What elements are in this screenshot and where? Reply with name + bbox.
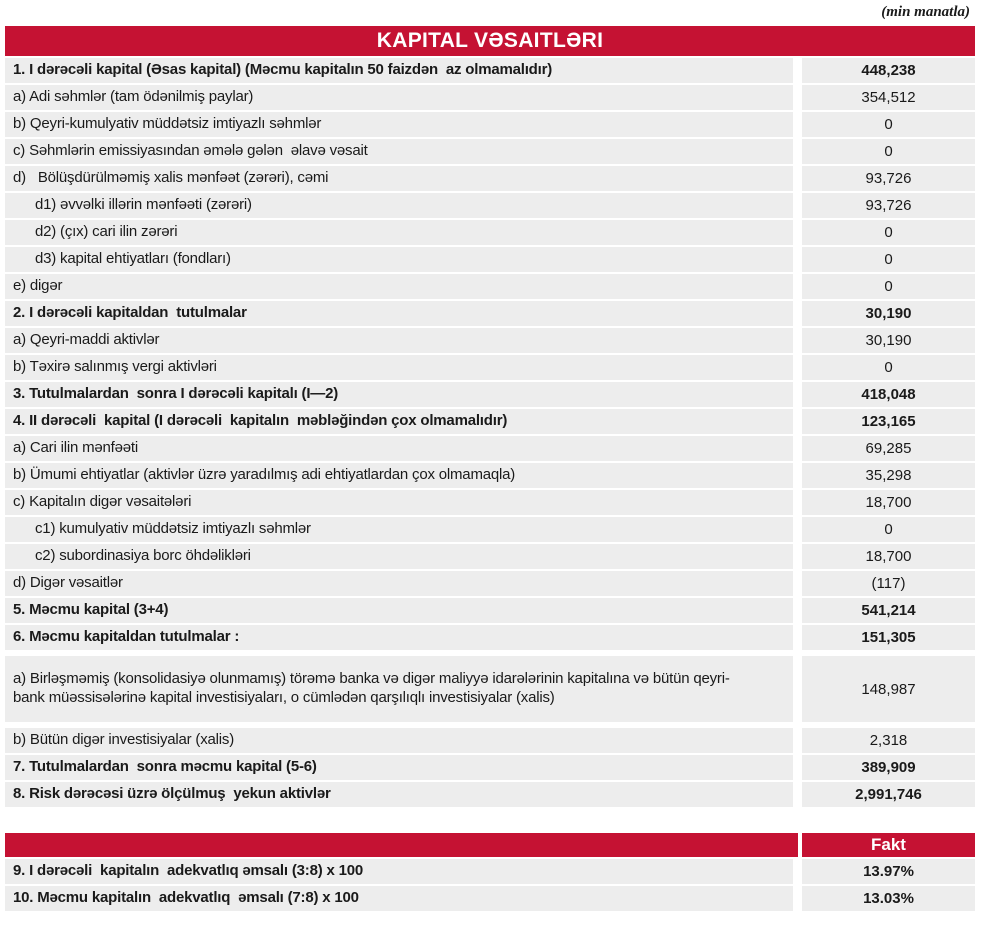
row-label: 7. Tutulmalardan sonra məcmu kapital (5-… bbox=[5, 755, 793, 780]
table-row: 8. Risk dərəcəsi üzrə ölçülmuş yekun akt… bbox=[5, 782, 975, 807]
unit-note: (min manatla) bbox=[881, 4, 970, 20]
row-label: 5. Məcmu kapital (3+4) bbox=[5, 598, 793, 623]
row-label: 3. Tutulmalardan sonra I dərəcəli kapita… bbox=[5, 382, 793, 407]
table-row: 9. I dərəcəli kapitalın adekvatlıq əmsal… bbox=[5, 859, 975, 884]
table-row: d) Bölüşdürülməmiş xalis mənfəət (zərəri… bbox=[5, 166, 975, 191]
row-label: a) Adi səhmlər (tam ödənilmiş paylar) bbox=[5, 85, 793, 110]
table-row: 6. Məcmu kapitaldan tutulmalar : 151,305 bbox=[5, 625, 975, 650]
row-value: 151,305 bbox=[802, 625, 975, 650]
row-label: d2) (çıx) cari ilin zərəri bbox=[5, 220, 793, 245]
row-label: a) Qeyri-maddi aktivlər bbox=[5, 328, 793, 353]
row-label: d3) kapital ehtiyatları (fondları) bbox=[5, 247, 793, 272]
row-label: a) Birləşməmiş (konsolidasiyə olunmamış)… bbox=[5, 656, 793, 722]
table-row: b) Təxirə salınmış vergi aktivləri 0 bbox=[5, 355, 975, 380]
row-value: 0 bbox=[802, 139, 975, 164]
row-label: c) Səhmlərin emissiyasından əmələ gələn … bbox=[5, 139, 793, 164]
row-label: b) Bütün digər investisiyalar (xalis) bbox=[5, 728, 793, 753]
row-value: 0 bbox=[802, 112, 975, 137]
table-row: a) Birləşməmiş (konsolidasiyə olunmamış)… bbox=[5, 656, 975, 722]
table-row: a) Adi səhmlər (tam ödənilmiş paylar) 35… bbox=[5, 85, 975, 110]
row-value: 0 bbox=[802, 355, 975, 380]
row-value: 123,165 bbox=[802, 409, 975, 434]
row-value: 30,190 bbox=[802, 328, 975, 353]
table-row: 7. Tutulmalardan sonra məcmu kapital (5-… bbox=[5, 755, 975, 780]
table-row: b) Bütün digər investisiyalar (xalis) 2,… bbox=[5, 728, 975, 753]
row-value: 0 bbox=[802, 274, 975, 299]
table-row: 3. Tutulmalardan sonra I dərəcəli kapita… bbox=[5, 382, 975, 407]
row-label: b) Ümumi ehtiyatlar (aktivlər üzrə yarad… bbox=[5, 463, 793, 488]
row-value: 13.97% bbox=[802, 859, 975, 884]
table-row: e) digər 0 bbox=[5, 274, 975, 299]
row-label: 8. Risk dərəcəsi üzrə ölçülmuş yekun akt… bbox=[5, 782, 793, 807]
row-label: b) Təxirə salınmış vergi aktivləri bbox=[5, 355, 793, 380]
row-label: c) Kapitalın digər vəsaitələri bbox=[5, 490, 793, 515]
row-value: 30,190 bbox=[802, 301, 975, 326]
row-label: d) Bölüşdürülməmiş xalis mənfəət (zərəri… bbox=[5, 166, 793, 191]
adequacy-table-header: Fakt bbox=[5, 833, 975, 857]
row-value: 2,991,746 bbox=[802, 782, 975, 807]
row-value: 93,726 bbox=[802, 193, 975, 218]
row-label: c1) kumulyativ müddətsiz imtiyazlı səhml… bbox=[5, 517, 793, 542]
row-label: d) Digər vəsaitlər bbox=[5, 571, 793, 596]
adequacy-table: Fakt 9. I dərəcəli kapitalın adekvatlıq … bbox=[5, 833, 975, 911]
row-value: 0 bbox=[802, 517, 975, 542]
row-value: 148,987 bbox=[802, 656, 975, 722]
table-row: d1) əvvəlki illərin mənfəəti (zərəri) 93… bbox=[5, 193, 975, 218]
row-label: 1. I dərəcəli kapital (Əsas kapital) (Mə… bbox=[5, 58, 793, 83]
table-row: c) Kapitalın digər vəsaitələri 18,700 bbox=[5, 490, 975, 515]
fakt-header-spacer bbox=[5, 833, 798, 857]
row-value: 448,238 bbox=[802, 58, 975, 83]
table-row: a) Qeyri-maddi aktivlər 30,190 bbox=[5, 328, 975, 353]
row-label: c2) subordinasiya borc öhdəlikləri bbox=[5, 544, 793, 569]
row-value: 541,214 bbox=[802, 598, 975, 623]
row-value: 93,726 bbox=[802, 166, 975, 191]
table-row: 10. Məcmu kapitalın adekvatlıq əmsalı (7… bbox=[5, 886, 975, 911]
row-value: 18,700 bbox=[802, 490, 975, 515]
capital-table: KAPITAL VƏSAITLƏRI 1. I dərəcəli kapital… bbox=[5, 26, 975, 807]
row-value: 418,048 bbox=[802, 382, 975, 407]
table-row: d2) (çıx) cari ilin zərəri 0 bbox=[5, 220, 975, 245]
row-value: 18,700 bbox=[802, 544, 975, 569]
table-row: d3) kapital ehtiyatları (fondları) 0 bbox=[5, 247, 975, 272]
row-value: 13.03% bbox=[802, 886, 975, 911]
capital-table-title: KAPITAL VƏSAITLƏRI bbox=[5, 26, 975, 56]
table-row: c2) subordinasiya borc öhdəlikləri 18,70… bbox=[5, 544, 975, 569]
fakt-header: Fakt bbox=[802, 833, 975, 857]
row-label: d1) əvvəlki illərin mənfəəti (zərəri) bbox=[5, 193, 793, 218]
row-value: (117) bbox=[802, 571, 975, 596]
table-row: 5. Məcmu kapital (3+4) 541,214 bbox=[5, 598, 975, 623]
row-value: 69,285 bbox=[802, 436, 975, 461]
row-label: b) Qeyri-kumulyativ müddətsiz imtiyazlı … bbox=[5, 112, 793, 137]
row-value: 2,318 bbox=[802, 728, 975, 753]
table-row: b) Qeyri-kumulyativ müddətsiz imtiyazlı … bbox=[5, 112, 975, 137]
table-row: b) Ümumi ehtiyatlar (aktivlər üzrə yarad… bbox=[5, 463, 975, 488]
row-value: 389,909 bbox=[802, 755, 975, 780]
row-label: 10. Məcmu kapitalın adekvatlıq əmsalı (7… bbox=[5, 886, 793, 911]
table-row: c) Səhmlərin emissiyasından əmələ gələn … bbox=[5, 139, 975, 164]
row-value: 0 bbox=[802, 220, 975, 245]
row-value: 0 bbox=[802, 247, 975, 272]
row-label: 4. II dərəcəli kapital (I dərəcəli kapit… bbox=[5, 409, 793, 434]
row-label: 2. I dərəcəli kapitaldan tutulmalar bbox=[5, 301, 793, 326]
table-row: 1. I dərəcəli kapital (Əsas kapital) (Mə… bbox=[5, 58, 975, 83]
table-row: 2. I dərəcəli kapitaldan tutulmalar 30,1… bbox=[5, 301, 975, 326]
row-value: 35,298 bbox=[802, 463, 975, 488]
row-label: 6. Məcmu kapitaldan tutulmalar : bbox=[5, 625, 793, 650]
row-label: e) digər bbox=[5, 274, 793, 299]
table-row: 4. II dərəcəli kapital (I dərəcəli kapit… bbox=[5, 409, 975, 434]
table-row: a) Cari ilin mənfəəti 69,285 bbox=[5, 436, 975, 461]
row-label: a) Cari ilin mənfəəti bbox=[5, 436, 793, 461]
row-value: 354,512 bbox=[802, 85, 975, 110]
row-label: 9. I dərəcəli kapitalın adekvatlıq əmsal… bbox=[5, 859, 793, 884]
table-row: c1) kumulyativ müddətsiz imtiyazlı səhml… bbox=[5, 517, 975, 542]
table-row: d) Digər vəsaitlər (117) bbox=[5, 571, 975, 596]
